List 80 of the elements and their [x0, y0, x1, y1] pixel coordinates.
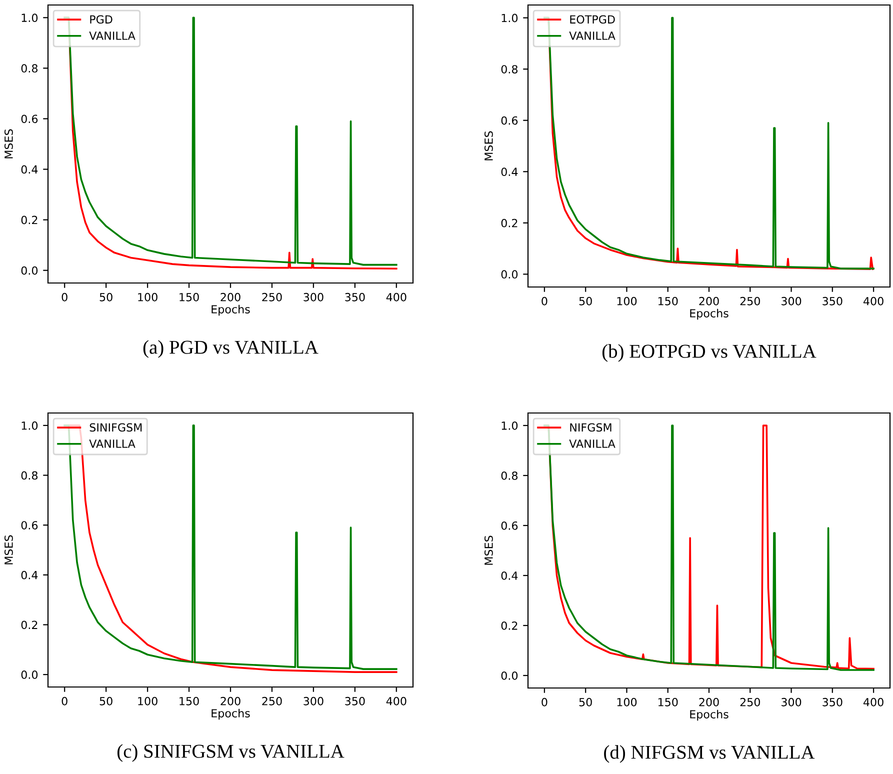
x-tick-label: 400 — [386, 696, 406, 706]
x-tick-label: 50 — [100, 292, 112, 302]
x-tick-label: 100 — [138, 696, 158, 706]
x-tick-label: 400 — [863, 698, 884, 706]
x-axis-title: Epochs — [212, 708, 250, 720]
legend-label: EOTPGD — [570, 15, 615, 24]
y-tick-label: 0.0 — [501, 671, 518, 680]
x-tick-label: 100 — [617, 698, 637, 706]
y-axis-title: MSES — [4, 129, 13, 158]
y-tick-label: 0.6 — [501, 521, 518, 530]
legend-label: NIFGSM — [570, 423, 612, 432]
x-tick-label: 0 — [62, 292, 68, 302]
y-tick-label: 1.0 — [502, 14, 518, 22]
x-tick-label: 400 — [863, 296, 884, 306]
y-tick-label: 0.8 — [501, 65, 518, 74]
y-axis-title: MSES — [4, 535, 13, 564]
x-tick-label: 0 — [542, 296, 548, 306]
x-tick-label: 150 — [658, 296, 678, 306]
legend-label: PGD — [90, 15, 112, 24]
legend-label: VANILLA — [569, 440, 616, 448]
x-tick-label: 250 — [740, 698, 760, 706]
y-tick-label: 0.2 — [501, 218, 518, 228]
x-tick-label: 100 — [617, 296, 637, 306]
x-tick-label: 350 — [822, 296, 842, 306]
y-tick-label: 0.2 — [501, 621, 518, 630]
x-tick-label: 300 — [782, 698, 802, 706]
y-tick-label: 0.2 — [21, 620, 38, 630]
x-tick-label: 350 — [345, 292, 365, 302]
text: (a) PGD vs VANILLA — [143, 340, 318, 358]
legend-label: VANILLA — [89, 440, 136, 448]
x-axis-title: Epochs — [690, 710, 728, 721]
y-tick-label: 1.0 — [22, 14, 38, 22]
x-axis-title: Epochs — [690, 308, 728, 320]
y-axis-title: MSES — [484, 131, 493, 160]
x-tick-label: 250 — [262, 292, 282, 302]
y-tick-label: 0.8 — [501, 471, 518, 480]
x-tick-label: 200 — [220, 292, 240, 302]
y-tick-label: 0.6 — [501, 116, 518, 125]
x-tick-label: 350 — [822, 698, 842, 706]
y-tick-label: 0.4 — [501, 571, 518, 580]
x-tick-label: 50 — [579, 296, 592, 306]
x-tick-label: 300 — [304, 292, 324, 302]
x-tick-label: 200 — [699, 698, 719, 706]
y-tick-label: 0.0 — [501, 270, 518, 279]
y-axis-title: MSES — [484, 536, 493, 565]
x-tick-label: 0 — [542, 698, 548, 706]
x-tick-label: 0 — [62, 696, 68, 706]
y-tick-label: 0.6 — [21, 521, 38, 530]
y-tick-label: 0.2 — [21, 216, 38, 224]
y-tick-label: 0.4 — [501, 168, 518, 176]
x-tick-label: 300 — [304, 696, 324, 706]
x-tick-label: 350 — [345, 696, 365, 706]
y-tick-label: 0.8 — [21, 471, 38, 480]
x-tick-label: 250 — [262, 696, 282, 706]
legend-label: VANILLA — [569, 32, 616, 40]
x-tick-label: 250 — [740, 296, 760, 306]
x-tick-label: 150 — [180, 696, 199, 706]
y-tick-label: 0.0 — [21, 670, 38, 679]
text: (b) EOTPGD vs VANILLA — [602, 344, 816, 362]
y-tick-label: 1.0 — [22, 421, 38, 430]
y-tick-label: 0.0 — [21, 266, 38, 275]
legend-label: SINIFGSM — [90, 423, 142, 432]
x-tick-label: 200 — [699, 296, 719, 306]
x-tick-label: 50 — [579, 698, 592, 706]
y-tick-label: 0.6 — [21, 114, 38, 124]
text: (c) SINIFGSM vs VANILLA — [117, 744, 344, 762]
x-axis-title: Epochs — [212, 304, 250, 316]
x-tick-label: 50 — [100, 696, 112, 706]
x-tick-label: 300 — [782, 296, 802, 306]
text: (d) NIFGSM vs VANILLA — [604, 745, 815, 763]
x-tick-label: 200 — [220, 696, 240, 706]
y-tick-label: 0.4 — [21, 165, 38, 174]
y-tick-label: 0.8 — [21, 64, 38, 73]
x-tick-label: 100 — [138, 292, 158, 302]
x-tick-label: 400 — [386, 292, 406, 302]
legend-label: VANILLA — [89, 32, 136, 40]
y-tick-label: 1.0 — [502, 421, 518, 430]
x-tick-label: 150 — [658, 698, 678, 706]
x-tick-label: 150 — [180, 292, 199, 302]
y-tick-label: 0.4 — [21, 570, 38, 580]
